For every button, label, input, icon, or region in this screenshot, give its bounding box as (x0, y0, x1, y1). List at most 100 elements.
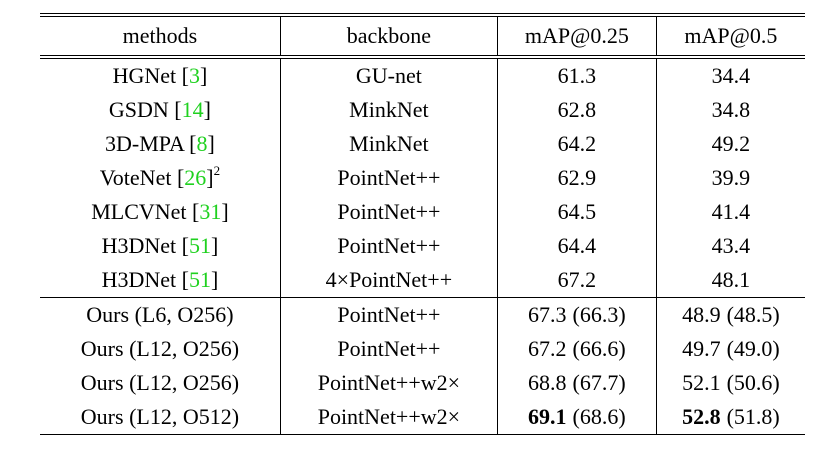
score-cell: 67.3 (66.3) (496, 297, 657, 332)
score-cell: 61.3 (496, 57, 657, 93)
method-name: GSDN [ (108, 97, 182, 122)
method-name: H3DNet [ (101, 267, 189, 292)
score-cell: 43.4 (655, 229, 805, 263)
score-cell: 62.9 (496, 161, 657, 195)
bracket: ] (199, 63, 208, 88)
score-cell: 52.8 (51.8) (655, 400, 805, 435)
table-row: Ours (L12, O256) PointNet++w2× 68.8 (67.7) 5… (40, 366, 805, 400)
row-group: Ours (L6, O256) PointNet++ 67.3 (66.3) 48.9(… (40, 297, 805, 435)
method-name: HGNet [ (112, 63, 189, 88)
bracket: ] (210, 267, 219, 292)
results-table: methods backbone mAP@0.25 mAP@0.5 HGNet [3]… (40, 13, 805, 435)
table-row: Ours (L6, O256) PointNet++ 67.3 (66.3) 48.9(… (40, 297, 805, 332)
header-cell: mAP@0.25 (496, 15, 657, 57)
score-paren: (51.8) (726, 404, 780, 429)
score-cell: 39.9 (655, 161, 805, 195)
score-paren: (49.0) (726, 336, 780, 361)
backbone-cell: PointNet++ (279, 195, 498, 229)
backbone-cell: MinkNet (279, 127, 498, 161)
backbone-cell: 4×PointNet++ (279, 263, 498, 298)
table-row: Ours (L12, O256) PointNet++ 67.2 (66.6) 49.7… (40, 332, 805, 366)
header-cell: backbone (279, 15, 498, 57)
method-cell: Ours (L12, O256) (80, 370, 240, 395)
backbone-cell: PointNet++ (279, 297, 498, 332)
score-paren: (66.6) (572, 336, 626, 361)
score-main: 68.8 (528, 370, 567, 395)
score-paren: (67.7) (572, 370, 626, 395)
method-cell: Ours (L12, O256) (80, 336, 240, 361)
table-row: GSDN [14] MinkNet 62.8 34.8 (40, 93, 805, 127)
score-main: 67.3 (528, 302, 567, 327)
method-cell: 3D-MPA [8] (40, 127, 280, 161)
backbone-cell: GU-net (279, 57, 498, 93)
score-cell: 34.8 (655, 93, 805, 127)
table-row: VoteNet [26]2 PointNet++ 62.9 39.9 (40, 161, 805, 195)
score-paren: (68.6) (572, 404, 626, 429)
citation: 26 (184, 165, 207, 190)
score-cell: 68.8 (67.7) (496, 366, 657, 400)
score-paren: (66.3) (572, 302, 626, 327)
method-cell: H3DNet [51] (40, 263, 280, 298)
citation: 51 (188, 233, 211, 258)
score-cell: 34.4 (655, 57, 805, 93)
table-row: HGNet [3] GU-net 61.3 34.4 (40, 57, 805, 93)
score-main: 52.1 (682, 370, 721, 395)
method-cell: Ours (L12, O512) (80, 404, 240, 429)
method-name: VoteNet [ (99, 165, 185, 190)
score-cell: 41.4 (655, 195, 805, 229)
header-row: methods backbone mAP@0.25 mAP@0.5 (40, 15, 805, 57)
backbone-cell: PointNet++w2× (279, 400, 498, 435)
score-cell: 49.2 (655, 127, 805, 161)
citation: 3 (188, 63, 200, 88)
score-cell: 48.1 (655, 263, 805, 298)
footnote-mark: 2 (213, 163, 221, 178)
score-cell: 64.4 (496, 229, 657, 263)
citation: 31 (199, 199, 222, 224)
method-cell: MLCVNet [31] (40, 195, 280, 229)
header-cell: methods (122, 23, 198, 48)
citation: 51 (188, 267, 211, 292)
table-row: Ours (L12, O512) PointNet++w2× 69.1 (68.6) 5… (40, 400, 805, 435)
score-cell: 64.2 (496, 127, 657, 161)
score-main: 48.9 (682, 302, 721, 327)
table-row: H3DNet [51] PointNet++ 64.4 43.4 (40, 229, 805, 263)
score-paren: (50.6) (726, 370, 780, 395)
score-main: 69.1 (528, 404, 567, 429)
score-cell: 62.8 (496, 93, 657, 127)
score-cell: 67.2 (66.6) (496, 332, 657, 366)
row-group: HGNet [3] GU-net 61.3 34.4 GSDN [14] MinkNet 6… (40, 57, 805, 298)
method-name: H3DNet [ (101, 233, 189, 258)
backbone-cell: PointNet++ (279, 229, 498, 263)
table-row: H3DNet [51] 4×PointNet++ 67.2 48.1 (40, 263, 805, 298)
bracket: ] (210, 233, 219, 258)
bracket: ] (207, 131, 215, 156)
header-cell: mAP@0.5 (655, 15, 805, 57)
score-cell: 64.5 (496, 195, 657, 229)
method-cell: HGNet [3] (40, 57, 280, 93)
backbone-cell: PointNet++ (279, 161, 498, 195)
score-paren: (48.5) (726, 302, 780, 327)
table-row: 3D-MPA [8] MinkNet 64.2 49.2 (40, 127, 805, 161)
score-cell: 67.2 (496, 263, 657, 298)
method-cell: VoteNet [26]2 (40, 161, 280, 195)
table-header: methods backbone mAP@0.25 mAP@0.5 (40, 15, 805, 57)
bracket: ] (203, 97, 211, 122)
table-row: MLCVNet [31] PointNet++ 64.5 41.4 (40, 195, 805, 229)
score-cell: 49.7 (49.0) (655, 332, 805, 366)
backbone-cell: MinkNet (279, 93, 498, 127)
bracket: ] (206, 165, 214, 190)
method-cell: H3DNet [51] (40, 229, 280, 263)
method-name: 3D-MPA [ (105, 131, 197, 156)
citation: 8 (196, 131, 208, 156)
score-cell: 52.1 (50.6) (655, 366, 805, 400)
backbone-cell: PointNet++w2× (279, 366, 498, 400)
score-cell: 48.9 (48.5) (655, 297, 805, 332)
backbone-cell: PointNet++ (279, 332, 498, 366)
score-main: 49.7 (682, 336, 721, 361)
score-cell: 69.1 (68.6) (496, 400, 657, 435)
method-cell: Ours (L6, O256) (86, 302, 234, 327)
score-main: 67.2 (528, 336, 567, 361)
bracket: ] (221, 199, 229, 224)
method-name: MLCVNet [ (91, 199, 200, 224)
